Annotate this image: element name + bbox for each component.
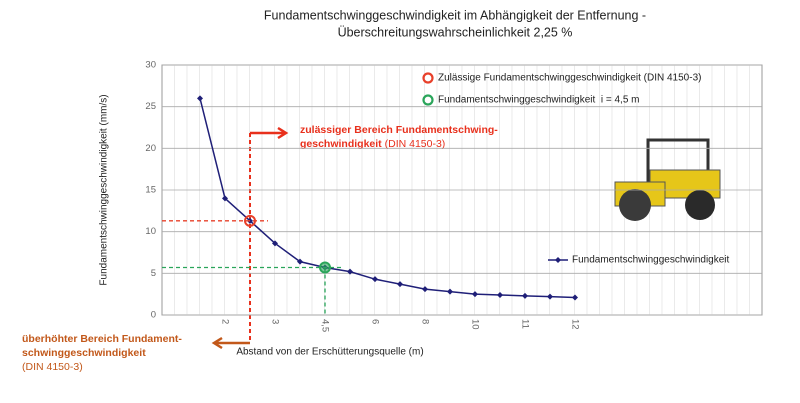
data-point [472,291,478,298]
annotation: schwinggeschwindigkeit [22,347,146,359]
arrow [211,336,250,350]
highlight-point [319,261,331,274]
series-line [199,98,576,299]
x-tick-label: 3 [269,319,280,324]
y-axis-label: Fundamentschwinggeschwindigkeit (mm/s) [99,94,110,285]
y-tick-label: 25 [145,101,156,112]
data-point [422,286,428,293]
y-tick-label: 15 [145,185,156,196]
legend-marker [555,257,561,263]
chart-title: Fundamentschwinggeschwindigkeit im Abhän… [264,8,646,22]
x-tick-label: 10 [469,319,480,330]
data-point [547,293,553,300]
y-tick-label: 0 [151,310,156,321]
legend-label: Zulässige Fundamentschwinggeschwindigkei… [438,73,701,84]
data-point [497,292,503,298]
legend-marker [422,72,434,84]
annotation: (DIN 4150-3) [22,361,83,373]
annotation: geschwindigkeit (DIN 4150-3) [300,138,445,150]
data-point [372,276,378,283]
x-axis-label: Abstand von der Erschütterungsquelle (m) [236,347,423,358]
y-tick-label: 20 [145,143,156,154]
y-tick-label: 5 [151,268,156,279]
y-tick-label: 30 [145,60,156,71]
data-point [272,240,278,247]
data-point [572,294,578,301]
annotation: überhöhter Bereich Fundament- [22,333,182,345]
x-tick-label: 12 [569,319,580,330]
highlight-point [244,214,256,227]
data-point [347,268,353,275]
x-tick-label: 8 [419,319,430,324]
data-point [222,195,228,202]
data-point [397,281,403,288]
x-tick-label: 4,5 [319,319,330,332]
chart-title: Überschreitungswahrscheinlichkeit 2,25 % [338,25,573,39]
legend-label: Fundamentschwinggeschwindigkeit [572,255,730,266]
annotation: zulässiger Bereich Fundamentschwing- [300,124,498,136]
data-point [522,292,528,299]
x-tick-label: 11 [519,319,530,329]
roller-illustration [614,138,721,221]
y-tick-label: 10 [145,226,156,237]
data-point [447,288,453,295]
data-point [297,258,303,265]
x-tick-label: 2 [219,319,230,324]
legend-marker [422,94,434,106]
x-tick-label: 6 [369,319,380,324]
legend-label: Fundamentschwinggeschwindigkeit i = 4,5 … [438,95,640,106]
annotation: (DIN 4150-3) [385,138,446,150]
annotation: geschwindigkeit [300,138,382,150]
arrow [250,126,289,140]
data-point [197,95,203,102]
